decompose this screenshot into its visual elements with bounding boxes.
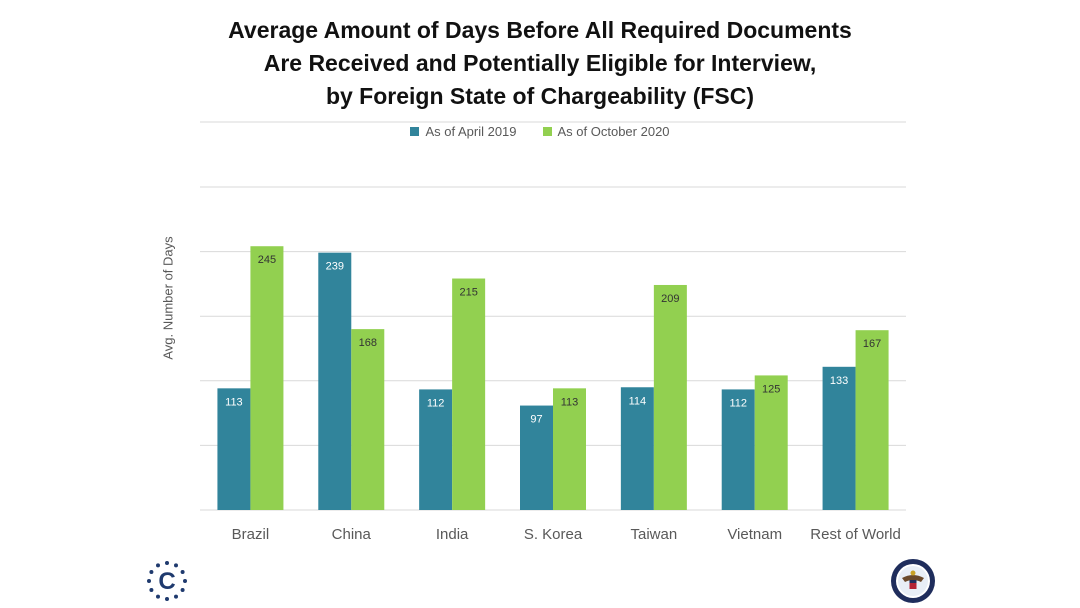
data-label-series-2: 209: [661, 293, 679, 305]
bar-series-1: [721, 389, 755, 510]
legend-swatch-series-1: [410, 127, 420, 136]
x-tick-label: Brazil: [232, 526, 270, 543]
x-tick-label: Rest of World: [810, 526, 901, 543]
data-label-series-1: 114: [629, 395, 647, 407]
chart-title-line-1: Average Amount of Days Before All Requir…: [228, 17, 852, 43]
c-logo-icon: C: [147, 561, 187, 601]
x-tick-label: India: [436, 526, 469, 543]
legend-label-series-1: As of April 2019: [425, 124, 517, 139]
bar-series-2: [250, 246, 284, 510]
c-logo-letter: C: [158, 568, 175, 595]
data-label-series-1: 112: [729, 397, 747, 409]
bar-series-1: [419, 389, 453, 510]
bar-series-1: [520, 405, 553, 510]
data-label-series-2: 125: [762, 383, 780, 395]
bar-series-1: [318, 252, 352, 510]
chart-title: Average Amount of Days Before All Requir…: [0, 14, 1080, 113]
bar-series-2: [754, 375, 788, 510]
data-label-series-1: 133: [830, 375, 848, 387]
bar-series-2: [855, 330, 889, 510]
bar-series-1: [620, 387, 654, 510]
bar-series-1: [217, 388, 251, 510]
data-label-series-2: 113: [561, 396, 579, 408]
legend-item-series-1: As of April 2019: [410, 124, 517, 139]
chart-title-line-3: by Foreign State of Chargeability (FSC): [325, 83, 755, 109]
x-tick-label: Vietnam: [727, 526, 782, 543]
bar-series-2: [653, 284, 687, 510]
x-tick-label: S. Korea: [524, 526, 583, 543]
chart-title-line-2: Are Received and Potentially Eligible fo…: [263, 50, 817, 76]
bar-series-2: [452, 278, 486, 510]
x-tick-label: China: [332, 526, 372, 543]
bar-series-2: [351, 329, 385, 510]
data-label-series-1: 112: [427, 397, 445, 409]
x-tick-label: Taiwan: [631, 526, 678, 543]
data-label-series-1: 113: [225, 396, 243, 408]
us-department-of-state-seal-icon: [891, 559, 935, 603]
legend-item-series-2: As of October 2020: [542, 124, 670, 139]
bar-series-1: [822, 366, 856, 510]
data-label-series-1: 97: [530, 414, 542, 426]
data-label-series-2: 167: [863, 338, 881, 350]
chart-legend: As of April 2019 As of October 2020: [0, 124, 1080, 139]
bar-series-2: [553, 388, 586, 510]
legend-swatch-series-2: [542, 127, 552, 136]
data-label-series-1: 239: [326, 261, 344, 273]
legend-label-series-2: As of October 2020: [557, 124, 670, 139]
data-label-series-2: 245: [258, 254, 276, 266]
data-label-series-2: 215: [459, 287, 477, 299]
data-label-series-2: 168: [359, 337, 377, 349]
